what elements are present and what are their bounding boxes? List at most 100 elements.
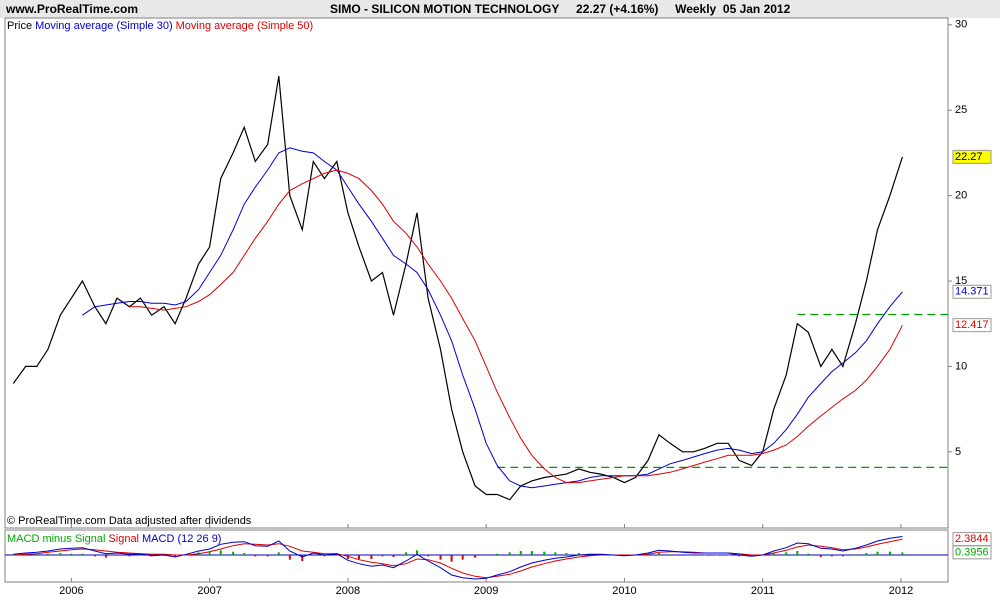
histogram-bar: [554, 552, 557, 555]
histogram-bar: [346, 555, 349, 559]
series-line: [13, 536, 903, 580]
value-box: [952, 284, 992, 299]
histogram-bar: [577, 553, 580, 555]
series-line: [82, 147, 903, 489]
value-label: 0.3956: [955, 546, 989, 558]
histogram-bar: [81, 553, 84, 555]
legend-entry: Moving average (Simple 30): [35, 20, 173, 32]
histogram-bar: [888, 551, 891, 555]
histogram-bar: [716, 555, 719, 556]
period: Weekly: [675, 2, 717, 16]
symbol: SIMO - SILICON MOTION TECHNOLOGY: [330, 2, 560, 16]
histogram-bar: [819, 555, 822, 557]
histogram-bar: [772, 553, 775, 555]
histogram-bar: [46, 553, 49, 555]
histogram-bar: [288, 555, 291, 560]
histogram-bar: [474, 555, 477, 558]
histogram-bar: [219, 550, 222, 555]
histogram-bar: [243, 553, 246, 555]
series-line: [129, 169, 903, 484]
histogram-bar: [312, 555, 315, 556]
value-label: 22.27: [955, 151, 983, 163]
histogram-bar: [485, 555, 488, 556]
histogram-bar: [208, 552, 211, 555]
histogram-bar: [93, 555, 96, 557]
histogram-bar: [392, 555, 395, 557]
y-tick-label: 10: [955, 360, 967, 372]
price-pane: [4, 17, 949, 529]
histogram-bar: [796, 551, 799, 555]
histogram-bar: [174, 555, 177, 557]
histogram-bar: [404, 552, 407, 555]
histogram-bar: [865, 553, 868, 555]
histogram-bar: [785, 552, 788, 555]
x-tick-label: 2010: [612, 585, 636, 597]
footer: © ProRealTime.com Data adjusted after di…: [7, 515, 252, 527]
y-tick-label: 30: [955, 19, 967, 31]
histogram-bar: [104, 555, 107, 558]
histogram-bar: [530, 551, 533, 555]
histogram-bar: [439, 555, 442, 560]
value-label: 2.3844: [955, 533, 989, 545]
y-tick-label: 5: [955, 446, 961, 458]
price-legend: Price Moving average (Simple 30) Moving av…: [7, 20, 316, 32]
histogram-bar: [416, 550, 419, 555]
histogram-bar: [692, 555, 695, 556]
histogram-bar: [681, 555, 684, 556]
x-tick-label: 2006: [59, 585, 83, 597]
histogram-bar: [807, 553, 810, 555]
histogram-bar: [854, 554, 857, 555]
histogram-bar: [727, 555, 730, 556]
histogram-bar: [59, 553, 62, 555]
histogram-bar: [128, 555, 131, 557]
histogram-bar: [496, 553, 499, 555]
y-tick-label: 20: [955, 190, 967, 202]
histogram-bar: [301, 555, 304, 561]
histogram-bar: [115, 555, 118, 556]
histogram-bar: [876, 551, 879, 555]
histogram-bar: [266, 555, 269, 557]
date: 05 Jan 2012: [722, 2, 791, 16]
histogram-bar: [830, 555, 833, 557]
histogram-bar: [901, 552, 904, 555]
header-bar: [0, 0, 1000, 18]
legend-entry: Price: [7, 20, 33, 32]
value-label: 12.417: [955, 319, 989, 331]
macd-pane: [4, 529, 949, 583]
y-tick-label: 15: [955, 275, 967, 287]
histogram-bar: [658, 553, 661, 555]
series-line: [12, 76, 903, 501]
x-tick-label: 2007: [197, 585, 221, 597]
histogram-bar: [519, 551, 522, 555]
histogram-bar: [427, 555, 430, 557]
histogram-bar: [139, 555, 142, 556]
histogram-bar: [461, 555, 464, 560]
histogram-bar: [841, 555, 844, 557]
macd-legend: MACD minus Signal Signal MACD (12 26 9): [7, 533, 224, 545]
histogram-bar: [70, 553, 73, 555]
histogram-bar: [335, 555, 338, 556]
y-tick-label: 25: [955, 104, 967, 116]
histogram-bar: [370, 555, 373, 559]
x-tick-label: 2008: [336, 585, 360, 597]
histogram-bar: [669, 554, 672, 555]
x-tick-label: 2012: [889, 585, 913, 597]
histogram-bar: [450, 555, 453, 562]
legend-entry: Signal: [108, 533, 139, 545]
site: www.ProRealTime.com: [6, 2, 139, 16]
value-box: [952, 318, 992, 333]
histogram-bar: [254, 555, 257, 557]
x-tick-label: 2009: [474, 585, 498, 597]
histogram-bar: [565, 553, 568, 555]
histogram-bar: [232, 551, 235, 555]
histogram-bar: [381, 555, 384, 557]
value-label: 14.371: [955, 286, 989, 298]
title: SIMO - SILICON MOTION TECHNOLOGY 22.27 (…: [330, 2, 790, 16]
quote: 22.27 (+4.16%): [576, 2, 659, 16]
series-line: [13, 538, 903, 579]
legend-entry: MACD minus Signal: [7, 533, 106, 545]
histogram-bar: [750, 555, 753, 557]
legend-entry: Moving average (Simple 50): [175, 20, 314, 32]
